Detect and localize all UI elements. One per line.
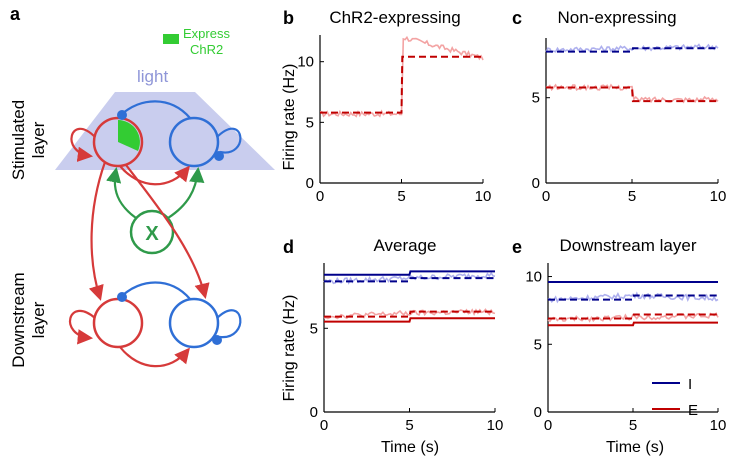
series-line-solid <box>548 321 718 327</box>
x-tick-label: 0 <box>544 417 552 434</box>
chr2-label: ChR2 <box>190 42 223 57</box>
downstream-i-population <box>168 297 220 349</box>
panel-label-e: e <box>512 237 522 257</box>
series-line-dashed <box>324 310 495 318</box>
series-line-dashed <box>546 86 718 103</box>
xlabel-d: Time (s) <box>381 439 439 456</box>
downstream-i-to-e-synapse <box>117 292 127 302</box>
stimulated-i-to-e-connection <box>121 100 191 119</box>
feedforward-e-to-i-arrow <box>125 164 210 299</box>
panel-e-chart: e Downstream layer Time (s) 0 5 10 0 5 10 IE <box>512 236 726 456</box>
x-tick-label: 5 <box>629 417 637 434</box>
x-to-stimulated-i-arrow <box>167 166 205 219</box>
legend-label: I <box>688 376 692 393</box>
x-tick-label: 5 <box>405 417 413 434</box>
series-line-dashed <box>320 55 483 114</box>
stimulated-e-self-loop <box>70 127 96 162</box>
chart-title-b: ChR2-expressing <box>329 8 460 27</box>
panel-label-a: a <box>10 4 21 24</box>
external-input-node <box>129 209 175 255</box>
x-tick-label: 0 <box>320 417 328 434</box>
light-cone <box>55 92 275 170</box>
stimulated-layer-label-1: Stimulated <box>9 100 28 180</box>
stimulated-e-to-i-connection <box>119 165 190 186</box>
express-label: Express <box>183 26 230 41</box>
y-tick-label: 5 <box>306 114 314 131</box>
x-tick-label: 5 <box>628 188 636 205</box>
downstream-e-population <box>92 297 144 349</box>
y-tick-label: 5 <box>532 90 540 107</box>
chr2-wedge <box>118 120 140 151</box>
y-tick-label: 10 <box>525 269 542 286</box>
series-line-solid <box>324 317 495 323</box>
x-tick-label: 10 <box>487 417 504 434</box>
ylabel-b: Firing rate (Hz) <box>281 64 298 171</box>
y-tick-label: 0 <box>532 175 540 192</box>
panel-d-chart: d Average Firing rate (Hz) Time (s) 0 5 10… <box>281 236 503 456</box>
panel-c-chart: c Non-expressing 0 5 10 0 5 <box>512 8 726 205</box>
feedforward-e-to-e-arrow <box>88 161 107 301</box>
stimulated-i-to-e-synapse <box>117 110 127 120</box>
panel-label-c: c <box>512 8 522 28</box>
x-tick-label: 0 <box>542 188 550 205</box>
downstream-i-self-synapse <box>212 335 222 345</box>
downstream-i-to-e-connection <box>121 281 191 300</box>
x-tick-label: 0 <box>316 188 324 205</box>
downstream-layer-label-2: layer <box>29 301 48 338</box>
series-line-noisy <box>545 83 719 104</box>
light-label: light <box>137 67 168 86</box>
x-to-stimulated-e-arrow <box>106 166 137 219</box>
panel-a-diagram: a Express ChR2 light Stimulated layer Do… <box>9 4 275 368</box>
x-tick-label: 10 <box>710 188 727 205</box>
panel-label-d: d <box>283 237 294 257</box>
panel-label-b: b <box>283 8 294 28</box>
chart-title-e: Downstream layer <box>560 236 697 255</box>
x-tick-label: 10 <box>710 417 727 434</box>
stimulated-i-self-loop <box>216 127 242 154</box>
legend-label: E <box>688 402 698 419</box>
downstream-layer-label-1: Downstream <box>9 272 28 367</box>
ylabel-d: Firing rate (Hz) <box>281 295 298 402</box>
y-tick-label: 0 <box>310 404 318 421</box>
series-line-noisy <box>319 35 484 118</box>
stimulated-i-population <box>168 116 220 168</box>
series-line-dashed <box>546 47 718 53</box>
x-tick-label: 5 <box>397 188 405 205</box>
chr2-legend-swatch <box>163 34 179 44</box>
y-tick-label: 0 <box>306 175 314 192</box>
chart-title-c: Non-expressing <box>557 8 676 27</box>
stimulated-i-self-synapse <box>214 151 224 161</box>
y-tick-label: 5 <box>310 320 318 337</box>
downstream-e-to-i-connection <box>119 346 190 368</box>
series-line-solid <box>324 270 495 276</box>
downstream-i-self-loop <box>216 309 242 339</box>
y-tick-label: 10 <box>297 54 314 71</box>
panel-b-chart: b ChR2-expressing Firing rate (Hz) 0 5 10 0… <box>281 8 491 205</box>
stimulated-layer-label-2: layer <box>29 121 48 158</box>
external-input-label: X <box>145 223 159 245</box>
chart-title-d: Average <box>373 236 436 255</box>
x-tick-label: 10 <box>475 188 492 205</box>
xlabel-e: Time (s) <box>606 439 664 456</box>
y-tick-label: 0 <box>534 404 542 421</box>
downstream-e-self-loop <box>68 310 96 345</box>
series-line-noisy <box>323 308 496 320</box>
y-tick-label: 5 <box>534 336 542 353</box>
